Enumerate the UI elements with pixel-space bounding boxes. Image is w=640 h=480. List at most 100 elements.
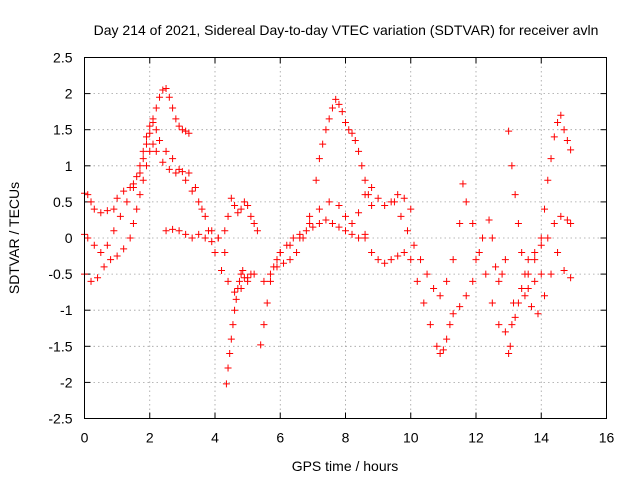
data-point	[266, 270, 274, 278]
data-point	[518, 285, 526, 293]
data-point	[505, 350, 513, 358]
data-point	[100, 263, 108, 271]
series-track-1	[81, 85, 193, 217]
data-point	[449, 256, 457, 264]
data-point	[103, 207, 111, 215]
data-point	[397, 212, 405, 220]
data-point	[469, 277, 477, 285]
series-track-6	[257, 216, 369, 349]
data-point	[374, 256, 382, 264]
data-point	[328, 104, 336, 112]
data-point	[342, 227, 349, 235]
data-point	[286, 256, 294, 264]
data-point	[142, 140, 150, 148]
y-tick-label: 2.5	[53, 50, 73, 66]
data-point	[368, 248, 376, 256]
data-point	[149, 118, 157, 126]
data-point	[368, 183, 376, 191]
data-point	[403, 227, 411, 235]
data-point	[511, 313, 519, 321]
data-point	[508, 162, 516, 170]
y-axis-label: SDTVAR / TECUs	[6, 182, 22, 294]
x-tick-labels: 0 2 4 6 8 10 12 14 16	[81, 430, 615, 446]
data-point	[355, 209, 363, 217]
data-point	[123, 198, 131, 206]
data-point	[557, 212, 565, 220]
data-point	[560, 126, 568, 134]
data-point	[257, 341, 265, 349]
data-point	[390, 198, 398, 206]
data-point	[156, 93, 164, 101]
data-point	[139, 176, 147, 184]
y-tick-label: -0.5	[48, 266, 72, 282]
data-point	[485, 216, 493, 224]
data-point	[550, 220, 558, 228]
data-points	[81, 85, 575, 388]
data-point	[541, 205, 549, 213]
data-point	[110, 227, 118, 235]
data-point	[201, 212, 209, 220]
data-point	[159, 86, 167, 94]
data-point	[198, 205, 206, 213]
x-tick-label: 2	[146, 430, 154, 446]
data-point	[563, 137, 571, 145]
data-point	[136, 169, 144, 177]
data-point	[172, 169, 180, 177]
data-point	[263, 299, 271, 307]
data-point	[407, 205, 415, 213]
data-point	[237, 205, 245, 213]
data-point	[355, 147, 363, 155]
data-point	[94, 274, 102, 282]
data-point	[567, 146, 575, 154]
data-point	[306, 220, 314, 228]
data-point	[420, 299, 428, 307]
data-point	[97, 248, 105, 256]
data-point	[231, 202, 239, 210]
y-tick-label: 0	[65, 230, 73, 246]
data-point	[309, 223, 317, 231]
data-point	[348, 230, 356, 238]
x-tick-label: 4	[211, 430, 219, 446]
data-point	[335, 223, 343, 231]
data-point	[501, 328, 509, 336]
data-point	[554, 248, 562, 256]
data-point	[407, 256, 415, 264]
x-tick-label: 6	[276, 430, 284, 446]
data-point	[232, 295, 240, 303]
data-point	[175, 227, 183, 235]
data-point	[361, 191, 369, 199]
data-point	[446, 321, 454, 329]
data-point	[387, 256, 395, 264]
series-track-13	[524, 111, 575, 264]
data-point	[234, 209, 242, 217]
data-point	[250, 220, 258, 228]
series-track-7	[260, 95, 376, 285]
data-point	[276, 248, 284, 256]
data-point	[560, 266, 568, 274]
data-point	[462, 198, 470, 206]
data-point	[211, 248, 219, 256]
series-track-8	[276, 183, 415, 256]
data-point	[505, 127, 513, 135]
data-point	[527, 303, 535, 311]
data-point	[479, 234, 487, 242]
data-point	[222, 380, 230, 388]
data-point	[355, 234, 363, 242]
data-point	[182, 230, 190, 238]
data-point	[328, 220, 336, 228]
data-point	[501, 256, 509, 264]
data-point	[423, 270, 431, 278]
data-point	[113, 252, 121, 260]
data-point	[306, 212, 314, 220]
data-point	[469, 220, 477, 228]
data-point	[229, 321, 237, 329]
data-point	[239, 266, 247, 274]
data-point	[227, 194, 235, 202]
data-point	[361, 176, 369, 184]
data-point	[518, 248, 526, 256]
data-point	[231, 288, 239, 296]
data-point	[550, 133, 558, 141]
data-point	[182, 176, 190, 184]
series-track-12	[501, 212, 575, 358]
data-point	[185, 169, 193, 177]
